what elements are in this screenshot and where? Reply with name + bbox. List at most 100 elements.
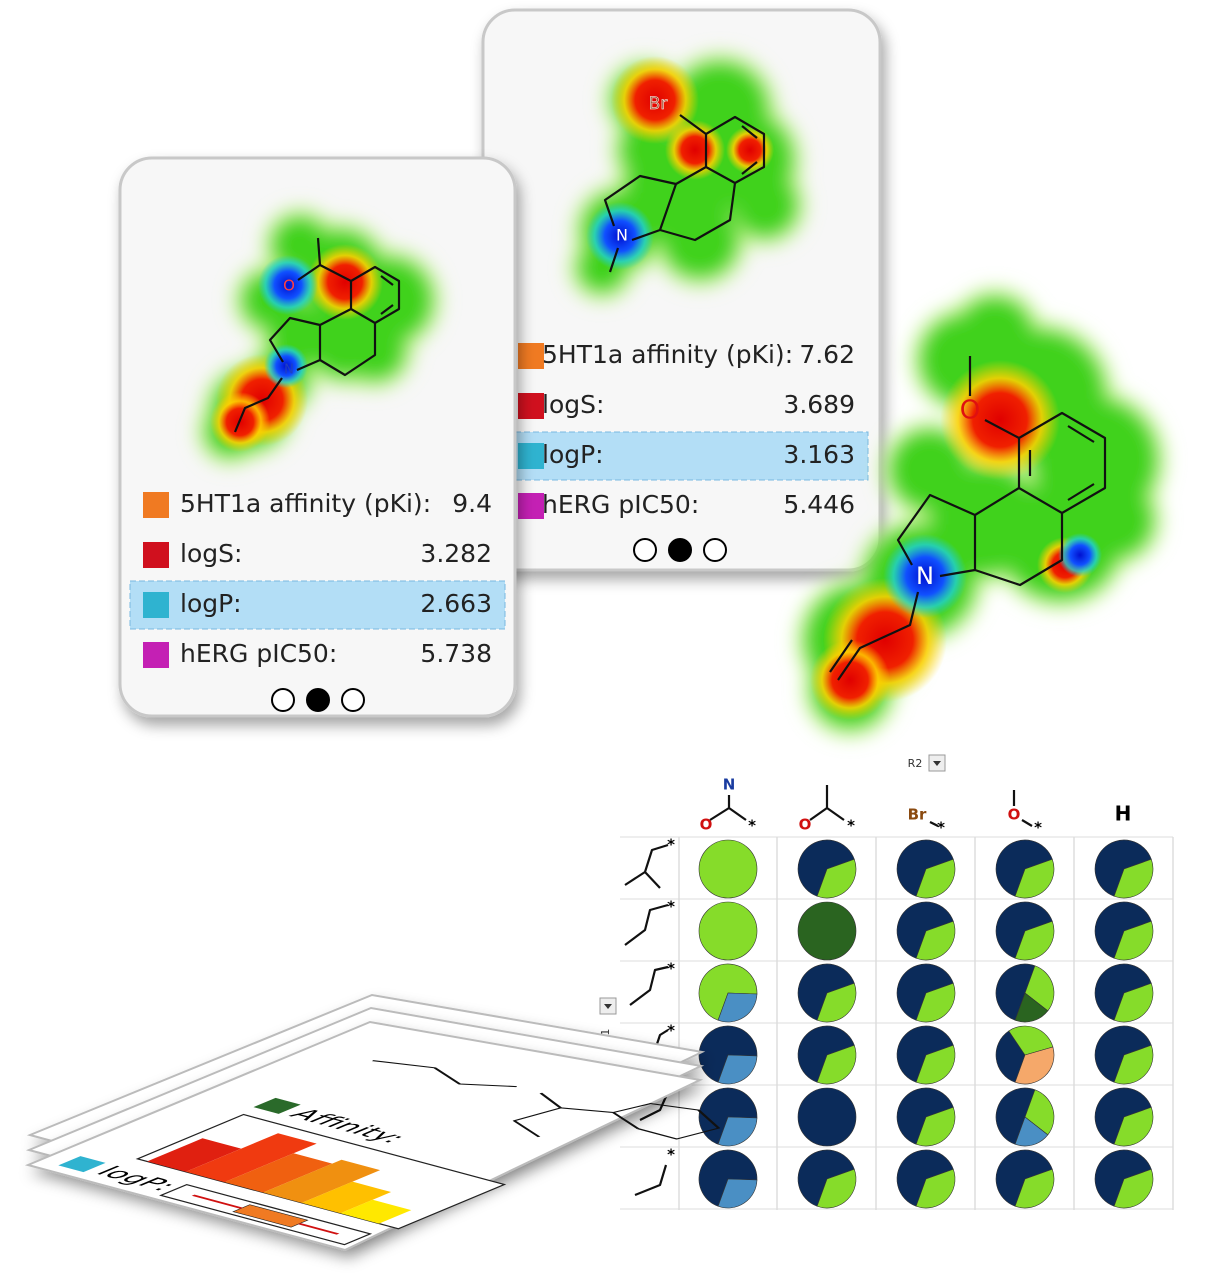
blob — [1077, 482, 1153, 558]
swatch — [58, 1156, 106, 1173]
pie-slice — [816, 1044, 857, 1085]
row-structure — [639, 1091, 670, 1121]
box — [232, 1204, 309, 1228]
row-header: * — [667, 1022, 675, 1040]
column-header: * — [937, 819, 945, 837]
bar — [340, 1199, 412, 1224]
card-stack: Affinity: logP: — [24, 993, 721, 1252]
column-header: * — [847, 817, 855, 835]
pie-slice — [1024, 965, 1055, 1012]
pie-slice — [995, 963, 1036, 1021]
column-header: O — [700, 816, 713, 834]
heatmap — [568, 52, 807, 302]
cold-spot — [258, 255, 318, 315]
bonds — [603, 114, 766, 273]
pie-slice — [915, 1106, 956, 1147]
swatch — [253, 1097, 301, 1114]
pie-slice — [1113, 858, 1154, 899]
page-dot[interactable] — [306, 688, 330, 712]
card[interactable]: O N 5HT1a affinity (pKi): 9.4 logS: 3.282 lo… — [118, 156, 517, 718]
pie-slice — [816, 982, 857, 1023]
atom-label: O — [283, 277, 295, 295]
swatch — [518, 443, 544, 469]
hot-spot — [810, 640, 890, 720]
pie-slice — [1113, 920, 1154, 961]
page-dot[interactable] — [341, 688, 365, 712]
property-value: 2.663 — [420, 589, 492, 618]
pie-slice — [698, 1087, 758, 1145]
bonds — [371, 1060, 721, 1140]
card[interactable]: Br N 5HT1a affinity (pKi): 7.62 logS: 3.689… — [481, 8, 882, 572]
column-header: O — [799, 816, 812, 834]
pie-slice — [698, 963, 758, 1021]
hot-spot — [665, 120, 725, 180]
atom-label: N — [616, 226, 628, 245]
row-highlight — [129, 580, 506, 630]
bar — [301, 1181, 392, 1214]
pie-slice — [995, 901, 1053, 959]
row-header: * — [667, 898, 675, 916]
page-dot[interactable] — [271, 688, 295, 712]
pie-slice — [896, 1025, 954, 1083]
swatch — [143, 642, 169, 668]
pie-slice — [1014, 858, 1055, 899]
pie-slice — [717, 992, 758, 1023]
atom-label: O — [960, 396, 980, 426]
pie-slice — [816, 1168, 857, 1209]
atom-label: N — [284, 363, 294, 378]
pie-slice — [1113, 982, 1154, 1023]
row-header: * — [667, 1146, 675, 1164]
pie-slice — [1094, 901, 1152, 959]
pie-slice — [1014, 992, 1049, 1023]
property-value: 3.163 — [783, 440, 855, 469]
property-label: logS: — [542, 390, 604, 419]
column-header: * — [748, 817, 756, 835]
bonds — [233, 237, 401, 433]
pie-slice — [797, 901, 857, 961]
swatch — [143, 542, 169, 568]
large-molecule: O N — [795, 287, 1167, 738]
swatch — [143, 492, 169, 518]
page-dot[interactable] — [703, 538, 727, 562]
pie-slice — [1014, 1046, 1055, 1085]
bar — [224, 1153, 333, 1193]
property-value: 9.4 — [452, 489, 492, 518]
row-highlight — [514, 431, 869, 481]
pie-slice — [915, 920, 956, 961]
property-value: 3.689 — [783, 390, 855, 419]
bar — [147, 1138, 242, 1172]
whisker — [191, 1194, 340, 1235]
pie-slice — [995, 1087, 1036, 1145]
pie-slice — [797, 1087, 857, 1147]
cold-spot — [1058, 533, 1102, 577]
pie-slice — [1014, 920, 1055, 961]
atom-label: Br — [649, 94, 668, 114]
atom-label: N — [916, 562, 934, 590]
axis-label: R2 — [908, 757, 923, 770]
sar-table: R2 R1 NO*O*Br*O*H****** — [599, 754, 1174, 1210]
bar — [263, 1159, 381, 1203]
pie-slice — [717, 1116, 758, 1147]
hot-spot — [307, 244, 383, 320]
pie-slice — [896, 839, 954, 897]
blob — [662, 202, 738, 278]
pie-slice — [698, 1025, 758, 1083]
bonds — [1012, 790, 1033, 827]
pie-slice — [797, 1025, 855, 1083]
pie-slice — [717, 1054, 758, 1085]
property-label: logS: — [180, 539, 242, 568]
hot-spot — [726, 126, 774, 174]
cold-spot — [264, 344, 308, 388]
pie-slice — [698, 839, 758, 899]
pie-slice — [698, 1149, 758, 1207]
page-dot[interactable] — [668, 538, 692, 562]
dropdown-arrow — [604, 1004, 612, 1009]
property-value: 5.738 — [420, 639, 492, 668]
property-value: 5.446 — [783, 490, 855, 519]
pie-slice — [915, 1044, 956, 1085]
row-structure — [634, 1164, 668, 1197]
pie-slice — [1008, 1025, 1054, 1056]
hot-spot — [940, 360, 1060, 480]
page-dot[interactable] — [633, 538, 657, 562]
